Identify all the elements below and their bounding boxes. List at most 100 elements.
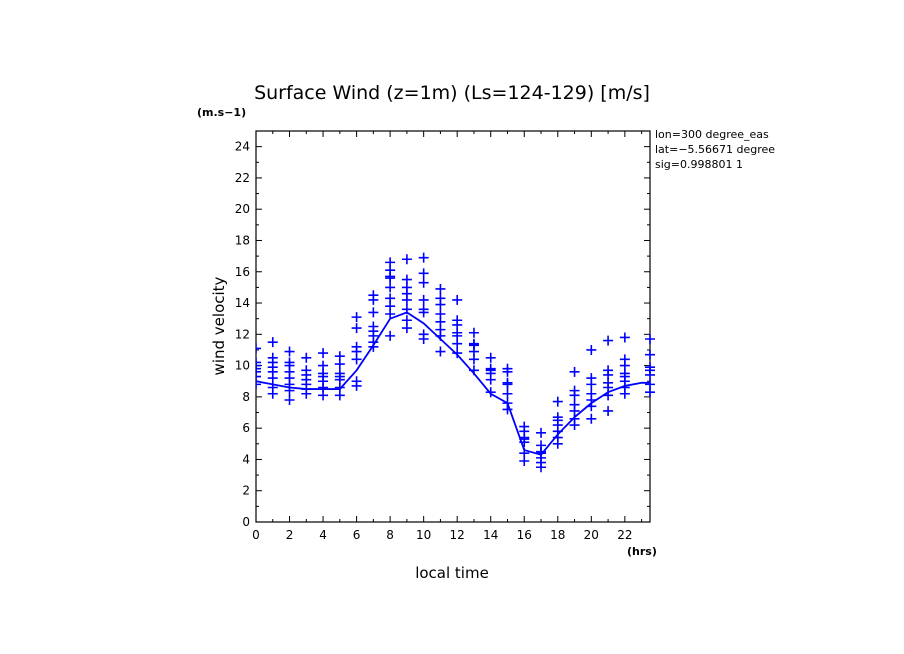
y-tick-label: 8 — [242, 390, 250, 404]
x-tick-label: 22 — [617, 528, 632, 542]
data-point — [519, 421, 530, 432]
data-point — [256, 357, 261, 368]
info-lon: lon=300 degree_eas — [655, 128, 769, 141]
data-point — [645, 362, 655, 373]
data-point — [401, 254, 412, 265]
data-point — [401, 315, 412, 326]
data-point — [586, 373, 597, 384]
data-point — [256, 343, 261, 354]
data-point — [334, 351, 345, 362]
y-tick-label: 24 — [235, 140, 250, 154]
data-point — [418, 329, 429, 340]
y-tick-label: 18 — [235, 233, 250, 247]
mean-wind-line — [255, 311, 650, 456]
data-point — [351, 312, 362, 323]
data-point — [435, 346, 446, 357]
data-point — [385, 293, 396, 304]
data-point — [418, 304, 429, 315]
data-point — [586, 344, 597, 355]
x-tick-label: 16 — [517, 528, 532, 542]
y-tick-label: 4 — [242, 452, 250, 466]
data-point — [256, 371, 261, 382]
x-unit-label: (hrs) — [627, 545, 657, 558]
data-point — [256, 366, 261, 377]
y-tick-label: 6 — [242, 421, 250, 435]
data-point — [619, 332, 630, 343]
data-point — [351, 376, 362, 387]
x-tick-label: 0 — [252, 528, 260, 542]
data-point — [256, 360, 261, 371]
x-axis-title: local time — [415, 564, 489, 582]
data-point — [485, 387, 496, 398]
data-point — [284, 357, 295, 368]
data-point — [385, 257, 396, 268]
data-point — [645, 379, 655, 390]
plot-frame — [255, 130, 651, 523]
x-tick-label: 10 — [416, 528, 431, 542]
data-point — [552, 396, 563, 407]
data-point — [645, 349, 655, 360]
data-point — [645, 334, 655, 345]
x-tick-label: 14 — [483, 528, 498, 542]
data-point — [468, 327, 479, 338]
y-tick-label: 2 — [242, 484, 250, 498]
data-point — [267, 352, 278, 363]
x-tick-label: 12 — [450, 528, 465, 542]
x-axis: 0 2 4 6 8 10 12 14 16 18 20 22 — [252, 131, 643, 542]
data-point — [401, 274, 412, 285]
y-axis-title: wind velocity — [210, 276, 228, 375]
data-point — [368, 307, 379, 318]
info-lat: lat=−5.56671 degree — [655, 143, 775, 156]
y-tick-label: 12 — [235, 327, 250, 341]
data-point — [603, 335, 614, 346]
data-point — [284, 395, 295, 406]
data-point — [418, 252, 429, 263]
data-point — [552, 412, 563, 423]
data-point — [485, 363, 496, 374]
x-tick-label: 18 — [550, 528, 565, 542]
data-point — [569, 366, 580, 377]
data-point — [368, 321, 379, 332]
data-point — [502, 363, 513, 374]
y-tick-label: 16 — [235, 265, 250, 279]
x-tick-label: 20 — [584, 528, 599, 542]
data-point — [418, 277, 429, 288]
data-point — [452, 315, 463, 326]
data-point — [435, 308, 446, 319]
data-point — [603, 365, 614, 376]
data-point — [586, 413, 597, 424]
data-point — [603, 405, 614, 416]
y-tick-label: 14 — [235, 296, 250, 310]
data-point — [536, 440, 547, 451]
data-point — [569, 385, 580, 396]
data-point — [569, 399, 580, 410]
x-tick-label: 2 — [286, 528, 294, 542]
info-sig: sig=0.998801 1 — [655, 158, 743, 171]
y-unit-label: (m.s−1) — [197, 106, 246, 119]
data-point — [435, 293, 446, 304]
data-point — [256, 379, 261, 390]
data-point — [351, 341, 362, 352]
x-tick-label: 8 — [386, 528, 394, 542]
data-point — [619, 354, 630, 365]
data-point — [385, 330, 396, 341]
data-point — [502, 377, 513, 388]
data-point — [418, 268, 429, 279]
data-point — [586, 388, 597, 399]
data-point — [502, 388, 513, 399]
data-point — [334, 368, 345, 379]
data-point — [318, 360, 329, 371]
data-point — [267, 337, 278, 348]
data-point — [351, 323, 362, 334]
y-tick-label: 0 — [242, 515, 250, 529]
info-block: lon=300 degree_eas lat=−5.56671 degree s… — [655, 128, 775, 171]
data-point — [256, 363, 261, 374]
chart-title: Surface Wind (z=1m) (Ls=124-129) [m/s] — [254, 82, 650, 104]
data-point — [284, 346, 295, 357]
data-point — [318, 348, 329, 359]
data-point — [536, 427, 547, 438]
data-point — [468, 338, 479, 349]
y-tick-label: 20 — [235, 202, 250, 216]
data-point — [435, 283, 446, 294]
